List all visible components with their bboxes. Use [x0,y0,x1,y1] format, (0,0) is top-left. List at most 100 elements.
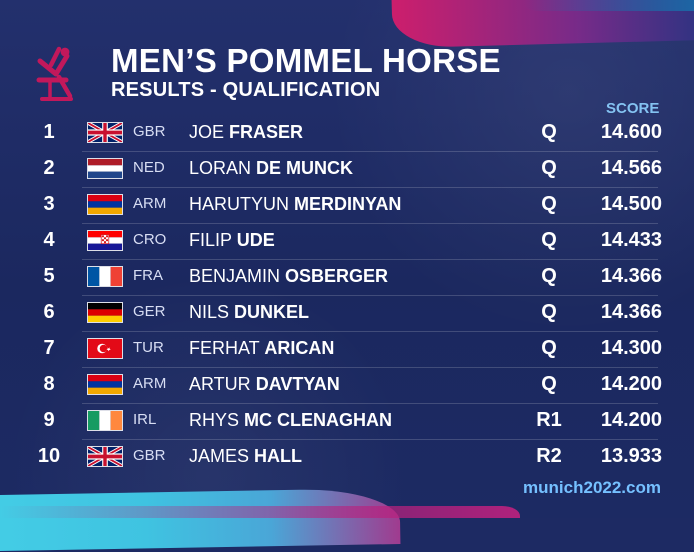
gb-flag [87,122,123,143]
rank-value: 2 [43,157,55,179]
country-code: ARM [133,195,167,212]
score-value: 14.366 [600,301,662,323]
result-row: 6 GER NILS DUNKEL Q 14.366 [34,296,662,332]
athlete-name: FERHAT ARICAN [189,337,509,359]
rank-value: 5 [43,265,55,287]
country-code: CRO [133,231,167,248]
nl-flag [87,158,123,179]
athlete-name: RHYS MC CLENAGHAN [189,409,509,431]
country-code: FRA [133,267,163,284]
de-flag [87,302,123,323]
rank-value: 1 [43,121,55,143]
qualification-status: R1 [536,409,562,431]
athlete-last-name: DUNKEL [234,302,310,322]
athlete-first-name: HARUTYUN [189,194,290,214]
footer-url: munich2022.com [523,478,661,497]
page-title: MEN’S POMMEL HORSE [111,42,501,79]
rank-value: 10 [37,445,61,467]
country-code: IRL [133,411,157,428]
rank-value: 9 [43,409,55,431]
pommel-horse-icon [32,44,84,104]
result-row: 7 TUR FERHAT ARICAN Q 14.300 [34,332,662,368]
athlete-last-name: MC CLENAGHAN [244,410,393,430]
athlete-name: NILS DUNKEL [189,301,509,323]
score-value: 13.933 [600,445,662,467]
rank-value: 8 [43,373,55,395]
result-row: 9 IRL RHYS MC CLENAGHAN R1 14.200 [34,404,662,440]
result-row: 8 ARM ARTUR DAVTYAN Q 14.200 [34,368,662,404]
fr-flag [87,266,123,287]
ie-flag [87,410,123,431]
athlete-first-name: FERHAT [189,338,260,358]
bottom-decor-wave [0,487,401,552]
athlete-last-name: DE MUNCK [256,158,354,178]
country-code: GBR [133,447,166,464]
athlete-first-name: RHYS [189,410,240,430]
athlete-last-name: MERDINYAN [294,194,402,214]
result-row: 10 GBR JAMES HALL R2 13.933 [34,440,662,476]
score-value: 14.433 [600,229,662,251]
athlete-first-name: LORAN [189,158,252,178]
athlete-last-name: OSBERGER [285,266,389,286]
score-value: 14.366 [600,265,662,287]
country-code: ARM [133,375,167,392]
athlete-name: LORAN DE MUNCK [189,157,509,179]
tr-flag [87,338,123,359]
hr-flag [87,230,123,251]
score-value: 14.200 [600,409,662,431]
athlete-first-name: JOE [189,122,225,142]
rank-value: 4 [43,229,55,251]
qualification-status: Q [541,301,557,323]
country-code: TUR [133,339,164,356]
score-column-header: SCORE [606,100,660,117]
athlete-last-name: DAVTYAN [255,374,340,394]
top-decor-accent [524,0,694,11]
gb-flag [87,446,123,467]
athlete-name: BENJAMIN OSBERGER [189,265,509,287]
bottom-decor-accent [0,506,520,518]
page-subtitle: RESULTS - QUALIFICATION [111,79,381,101]
country-code: NED [133,159,165,176]
am-flag [87,374,123,395]
rank-value: 7 [43,337,55,359]
athlete-first-name: ARTUR [189,374,251,394]
rank-value: 3 [43,193,55,215]
country-code: GER [133,303,166,320]
qualification-status: Q [541,121,557,143]
result-row: 1 GBR JOE FRASER Q 14.600 [34,116,662,152]
athlete-first-name: JAMES [189,446,250,466]
score-value: 14.200 [600,373,662,395]
athlete-first-name: BENJAMIN [189,266,281,286]
qualification-status: Q [541,265,557,287]
athlete-last-name: FRASER [229,122,304,142]
athlete-name: JAMES HALL [189,445,509,467]
athlete-first-name: NILS [189,302,230,322]
score-value: 14.600 [600,121,662,143]
athlete-name: FILIP UDE [189,229,509,251]
qualification-status: Q [541,229,557,251]
score-value: 14.500 [600,193,662,215]
rank-value: 6 [43,301,55,323]
country-code: GBR [133,123,166,140]
athlete-name: HARUTYUN MERDINYAN [189,193,509,215]
athlete-name: ARTUR DAVTYAN [189,373,509,395]
qualification-status: Q [541,373,557,395]
am-flag [87,194,123,215]
score-value: 14.566 [600,157,662,179]
results-table: 1 GBR JOE FRASER Q 14.600 2 [34,116,662,476]
athlete-name: JOE FRASER [189,121,509,143]
athlete-last-name: HALL [254,446,303,466]
result-row: 4 CRO FILIP UDE Q 14.433 [34,224,662,260]
result-row: 2 NED LORAN DE MUNCK Q 14.566 [34,152,662,188]
qualification-status: Q [541,193,557,215]
athlete-first-name: FILIP [189,230,232,250]
athlete-last-name: ARICAN [264,338,335,358]
background [0,0,694,518]
result-row: 3 ARM HARUTYUN MERDINYAN Q 14.500 [34,188,662,224]
athlete-last-name: UDE [236,230,275,250]
score-value: 14.300 [600,337,662,359]
qualification-status: R2 [536,445,562,467]
qualification-status: Q [541,157,557,179]
result-row: 5 FRA BENJAMIN OSBERGER Q 14.366 [34,260,662,296]
qualification-status: Q [541,337,557,359]
